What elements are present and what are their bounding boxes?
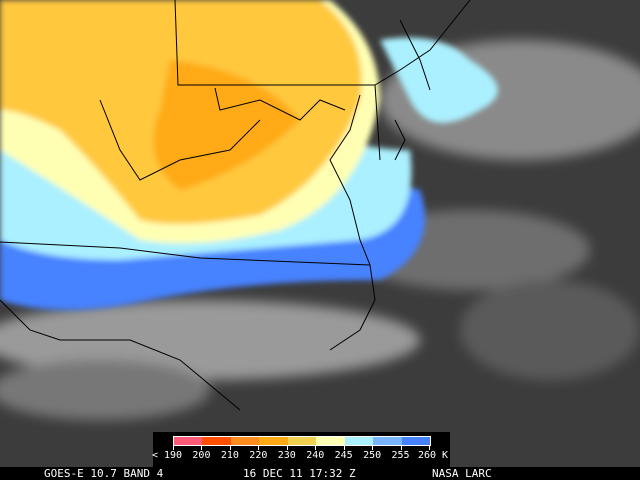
color-swatch-3 xyxy=(259,437,288,445)
scale-label: 260 K xyxy=(417,450,449,461)
scale-label: 230 xyxy=(277,450,296,461)
scale-tick xyxy=(372,446,374,450)
color-swatch-4 xyxy=(287,437,317,445)
color-swatch-5 xyxy=(316,437,345,445)
source-label: NASA LARC xyxy=(432,467,492,480)
color-swatch-8 xyxy=(401,437,430,445)
state-borders xyxy=(0,0,471,411)
scale-label: 210 xyxy=(220,450,239,461)
scale-label: < 190 xyxy=(151,450,183,461)
scale-label: 245 xyxy=(334,450,353,461)
scale-tick xyxy=(258,446,260,450)
color-swatch-0 xyxy=(174,437,203,445)
scale-tick xyxy=(315,446,317,450)
scale-tick xyxy=(201,446,203,450)
color-swatch-1 xyxy=(202,437,231,445)
image-caption: GOES-E 10.7 BAND 4 16 DEC 11 17:32 Z NAS… xyxy=(0,467,640,480)
scale-tick xyxy=(429,446,430,450)
color-scale-legend: < 190 200 210 220 230 240 245 250 255 260 K xyxy=(151,432,450,467)
scale-label: 255 xyxy=(391,450,410,461)
infrared-map xyxy=(0,0,640,420)
scale-label: 240 xyxy=(306,450,325,461)
color-swatch-6 xyxy=(344,437,374,445)
scale-tick xyxy=(229,446,231,450)
scale-label: 220 xyxy=(249,450,268,461)
scale-label: 250 xyxy=(363,450,382,461)
scale-tick xyxy=(173,446,174,450)
satellite-band-label: GOES-E 10.7 BAND 4 xyxy=(44,467,164,480)
scale-tick xyxy=(343,446,345,450)
scale-label: 200 xyxy=(192,450,211,461)
datetime-label: 16 DEC 11 17:32 Z xyxy=(243,467,356,480)
color-swatch-7 xyxy=(373,437,402,445)
color-swatch-2 xyxy=(230,437,260,445)
scale-tick xyxy=(286,446,288,450)
cold-cloud-layer xyxy=(0,0,498,310)
scale-tick xyxy=(400,446,402,450)
color-scale-bar xyxy=(173,436,431,446)
